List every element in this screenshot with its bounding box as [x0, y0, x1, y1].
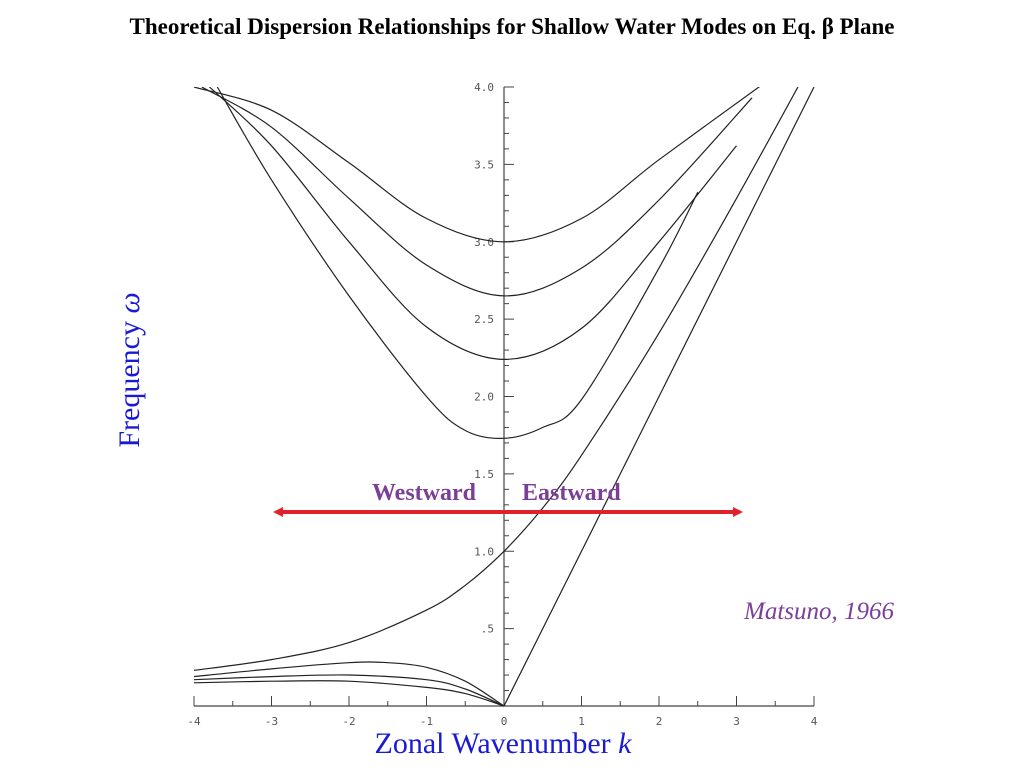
y-tick-label: .5 [481, 623, 494, 636]
x-tick-label: -3 [265, 715, 278, 728]
x-axis-symbol: k [618, 727, 632, 760]
y-tick-label: 2.5 [474, 313, 494, 326]
chart-title: Theoretical Dispersion Relationships for… [129, 14, 895, 39]
dispersion-curves [193, 87, 815, 707]
dispersion-curve-8 [193, 674, 505, 707]
x-tick-label: -2 [342, 715, 355, 728]
y-tick-label: 2.0 [474, 391, 494, 404]
eastward-label: Eastward [522, 480, 621, 506]
dispersion-curve-2 [209, 87, 737, 361]
dispersion-curve-3 [201, 87, 753, 297]
y-tick-label: 3.5 [474, 158, 494, 171]
x-tick-label: 4 [811, 715, 818, 728]
x-tick-label: -1 [420, 715, 433, 728]
dispersion-curve-7 [193, 661, 505, 707]
x-tick-label: 3 [733, 715, 740, 728]
dispersion-curve-1 [216, 87, 699, 439]
y-tick-label: 1.0 [474, 545, 494, 558]
x-tick-label: 2 [656, 715, 663, 728]
x-tick-label: 0 [501, 715, 508, 728]
y-tick-label: 4.0 [474, 81, 494, 94]
x-tick-label: -4 [187, 715, 201, 728]
dispersion-curve-6 [503, 87, 815, 707]
x-axis-label-text: Zonal Wavenumber [374, 727, 619, 760]
y-tick-label: 1.5 [474, 468, 494, 481]
dispersion-curve-9 [193, 680, 505, 707]
citation-text: Matsuno, 1966 [744, 598, 894, 625]
dispersion-curve-4 [193, 87, 760, 243]
dispersion-curve-5 [193, 87, 799, 671]
westward-label: Westward [372, 480, 476, 506]
axes: -4 -3 -2 -1 0 1 2 3 4.51.01.52.02.53.03.54.0 [187, 81, 817, 728]
x-tick-label: 1 [578, 715, 585, 728]
x-axis-label: Zonal Wavenumber k [375, 727, 632, 761]
